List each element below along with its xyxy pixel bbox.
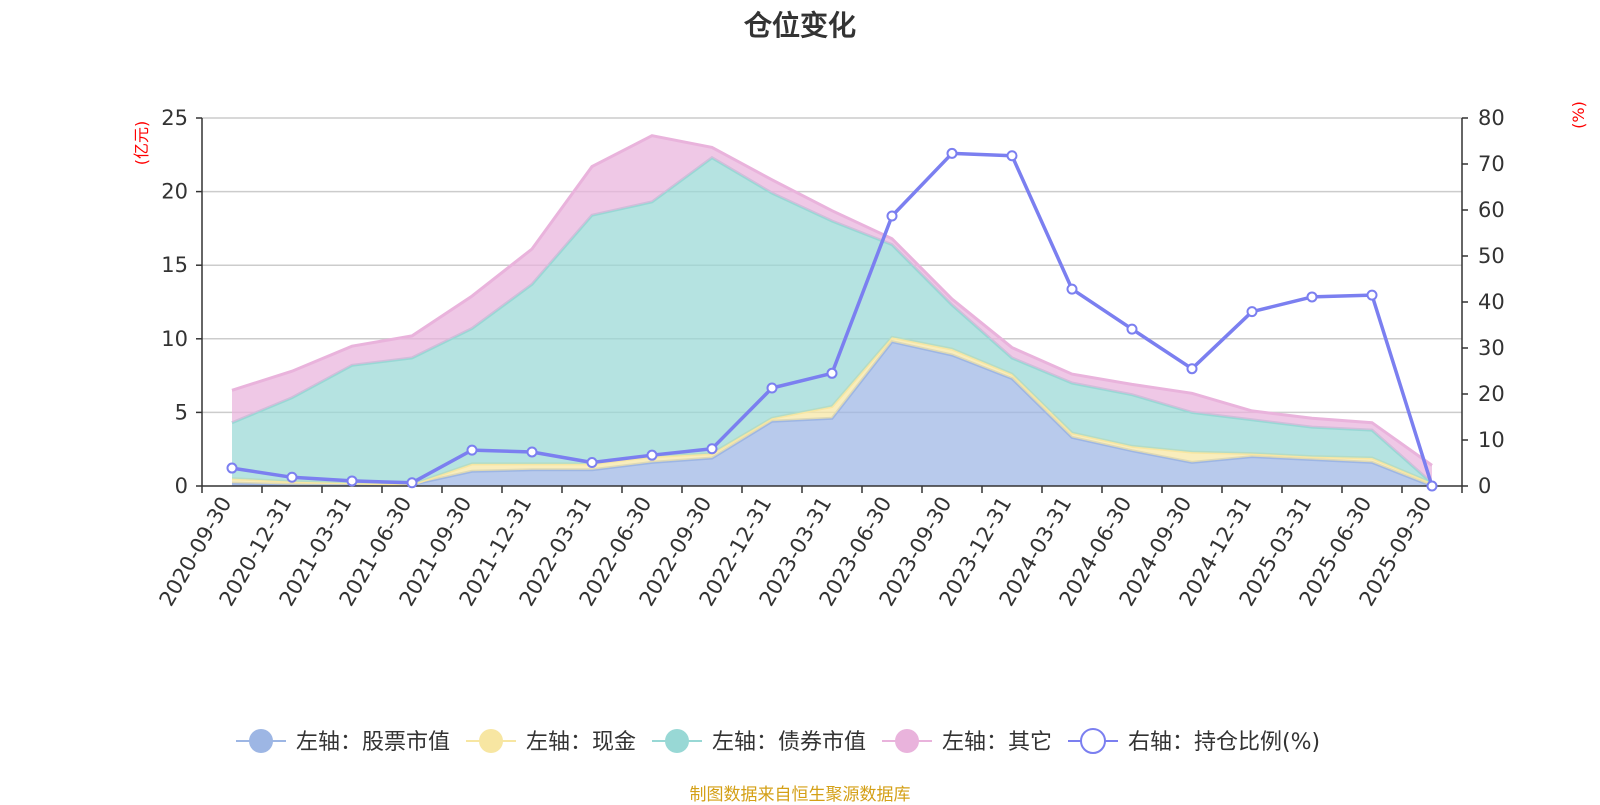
ratio-line-layer xyxy=(226,147,1438,492)
ratio-point xyxy=(526,446,538,458)
left-tick-label: 15 xyxy=(161,253,188,277)
ratio-point xyxy=(466,444,478,456)
right-tick-label: 0 xyxy=(1478,474,1491,498)
ratio-point xyxy=(826,367,838,379)
right-tick-label: 80 xyxy=(1478,106,1505,130)
ratio-point xyxy=(946,147,958,159)
legend-marker-icon xyxy=(249,729,273,753)
legend: 左轴：股票市值 左轴：现金 左轴：债券市值 左轴：其它 右轴：持仓比例(%) xyxy=(236,728,1320,755)
ratio-point xyxy=(1426,480,1438,492)
right-tick-label: 50 xyxy=(1478,244,1505,268)
ratio-point xyxy=(706,443,718,455)
source-note: 制图数据来自恒生聚源数据库 xyxy=(689,785,911,805)
legend-label: 左轴：现金 xyxy=(526,730,636,755)
legend-label: 左轴：其它 xyxy=(942,730,1052,755)
legend-marker-icon xyxy=(479,729,503,753)
right-tick-label: 70 xyxy=(1478,152,1505,176)
area-edge xyxy=(231,134,1433,467)
area-左轴：现金 xyxy=(232,337,1432,486)
legend-item: 左轴：债券市值 xyxy=(652,729,866,755)
right-axis-unit: (%) xyxy=(1569,101,1588,129)
ratio-point xyxy=(1006,150,1018,162)
legend-marker-icon xyxy=(665,729,689,753)
area-左轴：债券市值 xyxy=(232,157,1432,485)
ratio-point xyxy=(286,471,298,483)
ratio-point xyxy=(406,477,418,489)
left-tick-label: 20 xyxy=(161,180,188,204)
legend-label: 左轴：股票市值 xyxy=(296,730,450,755)
right-tick-label: 40 xyxy=(1478,290,1505,314)
left-tick-label: 25 xyxy=(161,106,188,130)
legend-marker-icon xyxy=(1080,728,1106,754)
legend-item: 左轴：股票市值 xyxy=(236,729,450,755)
legend-item: 右轴：持仓比例(%) xyxy=(1068,728,1320,755)
right-tick-label: 30 xyxy=(1478,336,1505,360)
ratio-point xyxy=(1126,323,1138,335)
ratio-point xyxy=(586,457,598,469)
right-tick-label: 20 xyxy=(1478,382,1505,406)
ratio-point xyxy=(226,462,238,474)
left-axis-unit: (亿元) xyxy=(132,121,151,166)
ratio-point xyxy=(766,382,778,394)
legend-label: 左轴：债券市值 xyxy=(712,730,866,755)
ratio-point xyxy=(646,449,658,461)
right-tick-label: 60 xyxy=(1478,198,1505,222)
ratio-point xyxy=(1366,289,1378,301)
stacked-area-layer xyxy=(231,134,1433,488)
legend-label: 右轴：持仓比例(%) xyxy=(1128,730,1320,755)
ratio-point xyxy=(346,475,358,487)
ratio-point xyxy=(1306,291,1318,303)
ratio-point xyxy=(1066,283,1078,295)
chart-title: 仓位变化 xyxy=(743,9,856,42)
ratio-point xyxy=(886,210,898,222)
ratio-point xyxy=(1186,363,1198,375)
legend-item: 左轴：现金 xyxy=(466,729,636,755)
left-tick-label: 0 xyxy=(175,474,188,498)
legend-item: 左轴：其它 xyxy=(882,729,1052,755)
ratio-point xyxy=(1246,306,1258,318)
legend-marker-icon xyxy=(895,729,919,753)
area-左轴：其它 xyxy=(232,135,1432,484)
right-tick-label: 10 xyxy=(1478,428,1505,452)
left-tick-label: 10 xyxy=(161,327,188,351)
area-左轴：股票市值 xyxy=(232,341,1432,486)
left-tick-label: 5 xyxy=(175,400,188,424)
